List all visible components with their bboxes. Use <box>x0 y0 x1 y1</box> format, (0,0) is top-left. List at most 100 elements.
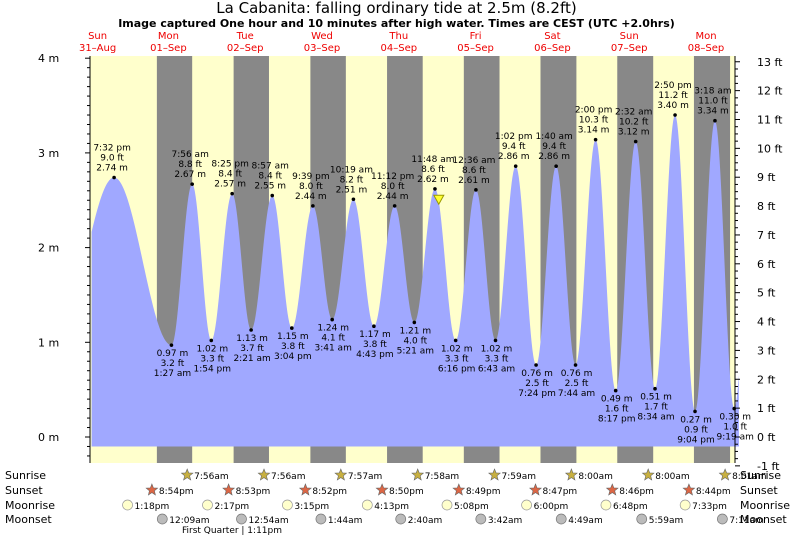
right-tick-label: 4 ft <box>757 316 776 329</box>
high-tide-time-label: 7:56 am <box>171 150 208 160</box>
high-tide-m-label: 3.14 m <box>578 126 610 136</box>
low-tide-point <box>330 317 334 322</box>
low-tide-m-label: 1.02 m <box>196 344 228 354</box>
low-tide-m-label: 0.76 m <box>521 369 553 379</box>
moonset-time: 7:11am <box>729 516 764 526</box>
high-tide-ft-label: 10.3 ft <box>579 116 609 126</box>
high-tide-point <box>270 193 275 198</box>
moonrise-time: 2:17pm <box>214 502 249 512</box>
low-tide-m-label: 0.76 m <box>561 369 593 379</box>
high-tide-time-label: 2:50 pm <box>654 81 692 91</box>
moonrise-icon <box>282 499 293 511</box>
date-label: 05–Sep <box>457 43 494 54</box>
sunrise-time: 7:56am <box>194 472 229 482</box>
sunset-icon <box>375 483 389 496</box>
left-tick-label: 3 m <box>38 147 59 160</box>
high-tide-ft-label: 9.0 ft <box>100 154 124 164</box>
right-tick-label: 3 ft <box>757 344 776 357</box>
high-tide-ft-label: 8.0 ft <box>299 182 323 192</box>
high-tide-time-label: 1:40 am <box>535 132 572 142</box>
high-tide-time-label: 3:18 am <box>694 87 731 97</box>
date-label: 08–Sep <box>688 43 725 54</box>
moon-phase-note: First Quarter | 1:11pm <box>182 526 282 536</box>
sunrise-time: 8:00am <box>578 472 613 482</box>
sunrise-icon <box>564 468 578 481</box>
low-tide-time-label: 7:44 am <box>558 389 595 399</box>
day-of-week-label: Fri <box>470 31 482 42</box>
moonset-time: 2:40am <box>408 516 443 526</box>
low-tide-time-label: 9:04 pm <box>677 435 715 445</box>
day-of-week-label: Tue <box>236 31 254 42</box>
sunrise-icon <box>180 468 194 481</box>
high-tide-time-label: 2:00 pm <box>575 106 613 116</box>
moonrise-icon <box>679 499 691 511</box>
sunrise-icon <box>488 468 501 481</box>
high-tide-point <box>230 191 234 196</box>
low-tide-ft-label: 3.3 ft <box>200 354 224 364</box>
moonset-icon <box>717 513 728 525</box>
low-tide-point <box>372 324 376 329</box>
low-tide-point <box>732 406 737 411</box>
high-tide-point <box>190 182 194 186</box>
moonrise-icon <box>521 499 532 511</box>
left-tick-label: 1 m <box>38 336 59 349</box>
high-tide-ft-label: 9.4 ft <box>542 142 566 152</box>
high-tide-point <box>713 118 717 123</box>
right-tick-label: 11 ft <box>757 113 783 126</box>
moonset-time: 3:42am <box>488 516 522 526</box>
right-tick-label: 7 ft <box>757 229 776 242</box>
high-tide-time-label: 11:12 pm <box>371 172 414 182</box>
low-tide-m-label: 0.27 m <box>680 415 712 425</box>
low-tide-time-label: 4:43 pm <box>356 350 394 360</box>
sunrise-icon <box>334 468 348 481</box>
moonrise-icon <box>122 499 133 511</box>
date-label: 06–Sep <box>534 43 571 54</box>
sunrise-icon <box>641 468 655 481</box>
low-tide-time-label: 1:54 pm <box>193 364 231 374</box>
moonrise-time: 4:13pm <box>374 502 409 512</box>
sunrise-time: 8:00am <box>655 472 690 482</box>
low-tide-time-label: 8:17 pm <box>598 415 636 425</box>
right-tick-label: 5 ft <box>757 287 776 300</box>
sunset-time: 8:52pm <box>312 487 347 497</box>
moonrise-icon <box>202 499 213 511</box>
moonrise-time: 6:48pm <box>613 502 648 512</box>
high-tide-m-label: 3.12 m <box>618 128 650 138</box>
left-tick-label: 4 m <box>38 52 59 65</box>
low-tide-time-label: 9:19 am <box>717 433 754 443</box>
sunset-icon <box>605 483 619 496</box>
low-tide-point <box>573 363 578 367</box>
high-tide-point <box>633 139 638 144</box>
high-tide-point <box>392 204 397 208</box>
right-tick-label: 2 ft <box>757 373 776 386</box>
sunrise-time: 7:59am <box>502 472 537 482</box>
low-tide-point <box>453 338 458 343</box>
sunrise-time: 8:01am <box>732 472 767 482</box>
high-tide-ft-label: 9.4 ft <box>502 142 526 152</box>
moonset-time: 5:59am <box>649 516 684 526</box>
low-tide-point <box>290 326 294 330</box>
moonrise-time: 3:15pm <box>294 502 329 512</box>
right-tick-label: 13 ft <box>757 56 783 69</box>
high-tide-point <box>351 197 356 202</box>
moonset-icon <box>395 513 407 525</box>
high-tide-time-label: 8:25 pm <box>211 160 249 170</box>
row-label-left: Sunset <box>5 484 43 497</box>
high-tide-ft-label: 8.0 ft <box>381 182 405 192</box>
high-tide-point <box>513 164 518 168</box>
low-tide-time-label: 7:24 pm <box>518 389 556 399</box>
moonset-icon <box>156 513 168 525</box>
high-tide-m-label: 3.40 m <box>657 101 689 111</box>
chart-subtitle: Image captured One hour and 10 minutes a… <box>118 17 675 30</box>
day-of-week-label: Sun <box>620 31 639 42</box>
low-tide-m-label: 1.13 m <box>236 334 268 344</box>
low-tide-m-label: 1.21 m <box>399 326 431 336</box>
chart-title: La Cabanita: falling ordinary tide at 2.… <box>216 0 577 17</box>
low-tide-ft-label: 4.1 ft <box>321 334 345 344</box>
sunrise-time: 7:58am <box>425 472 460 482</box>
sunset-time: 8:47pm <box>542 487 577 497</box>
low-tide-m-label: 0.49 m <box>601 395 633 405</box>
sunset-icon <box>145 483 159 496</box>
high-tide-point <box>112 175 116 180</box>
date-label: 02–Sep <box>227 43 264 54</box>
